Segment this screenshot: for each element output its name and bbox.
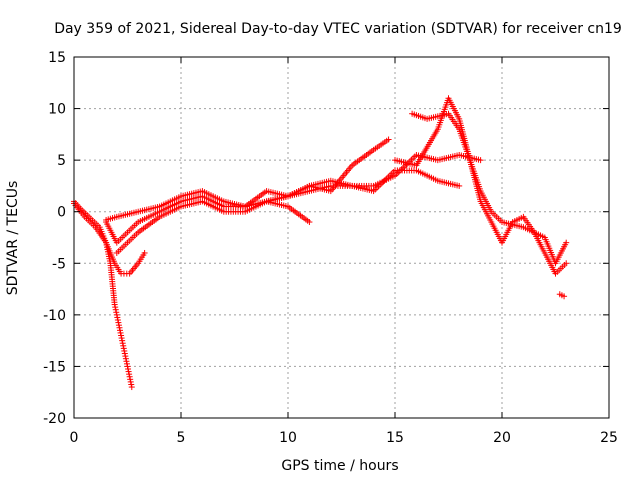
data-point [115,319,122,326]
data-point [128,384,135,391]
y-tick-label: -5 [52,256,66,272]
y-tick-label: -20 [43,411,66,427]
data-point [125,366,132,373]
points-layer [71,95,570,391]
data-point [563,239,570,246]
data-point [561,293,568,300]
data-point [119,337,126,344]
data-point [113,309,120,316]
data-point [121,347,128,354]
data-point [124,363,131,370]
data-point [117,327,124,334]
data-point [120,345,127,352]
data-point [111,301,118,308]
data-point [126,371,133,378]
data-point [123,360,130,367]
data-point [118,335,125,342]
ticks-layer: 0 5 10 15 20 25 -20 -15 -10 -5 0 5 10 15 [43,50,618,446]
y-axis-label: SDTVAR / TECUs [5,181,21,296]
data-point [114,317,121,324]
data-point [126,373,133,380]
data-point [127,378,134,385]
y-tick-label: -15 [43,359,66,375]
data-point [123,358,130,365]
data-point [456,182,463,189]
data-point [114,314,121,321]
data-point [115,322,122,329]
data-point [141,249,148,256]
data-point [477,157,484,164]
y-tick-label: 0 [57,205,66,221]
x-tick-label: 10 [279,430,297,446]
data-point [128,381,135,388]
data-point [122,355,129,362]
grid-layer [74,57,609,418]
y-tick-label: 5 [57,153,66,169]
x-tick-label: 5 [177,430,186,446]
data-point [563,260,570,267]
chart-title: Day 359 of 2021, Sidereal Day-to-day VTE… [54,21,622,37]
x-tick-label: 15 [386,430,404,446]
data-point [125,368,132,375]
data-point [121,350,128,357]
data-point [116,324,123,331]
data-point [385,136,392,143]
x-tick-label: 25 [600,430,618,446]
plot-frame [73,56,610,419]
data-point [118,332,125,339]
y-tick-label: -10 [43,308,66,324]
x-tick-label: 0 [70,430,79,446]
data-point [120,342,127,349]
data-point [112,304,119,311]
data-point [306,219,313,226]
y-tick-label: 15 [48,50,66,66]
data-point [122,353,129,360]
data-point [113,311,120,318]
y-tick-label: 10 [48,102,66,118]
data-point [119,340,126,347]
data-point [112,306,119,313]
data-point [117,329,124,336]
data-point [127,376,134,383]
x-tick-label: 20 [493,430,511,446]
x-axis-label: GPS time / hours [281,458,398,474]
